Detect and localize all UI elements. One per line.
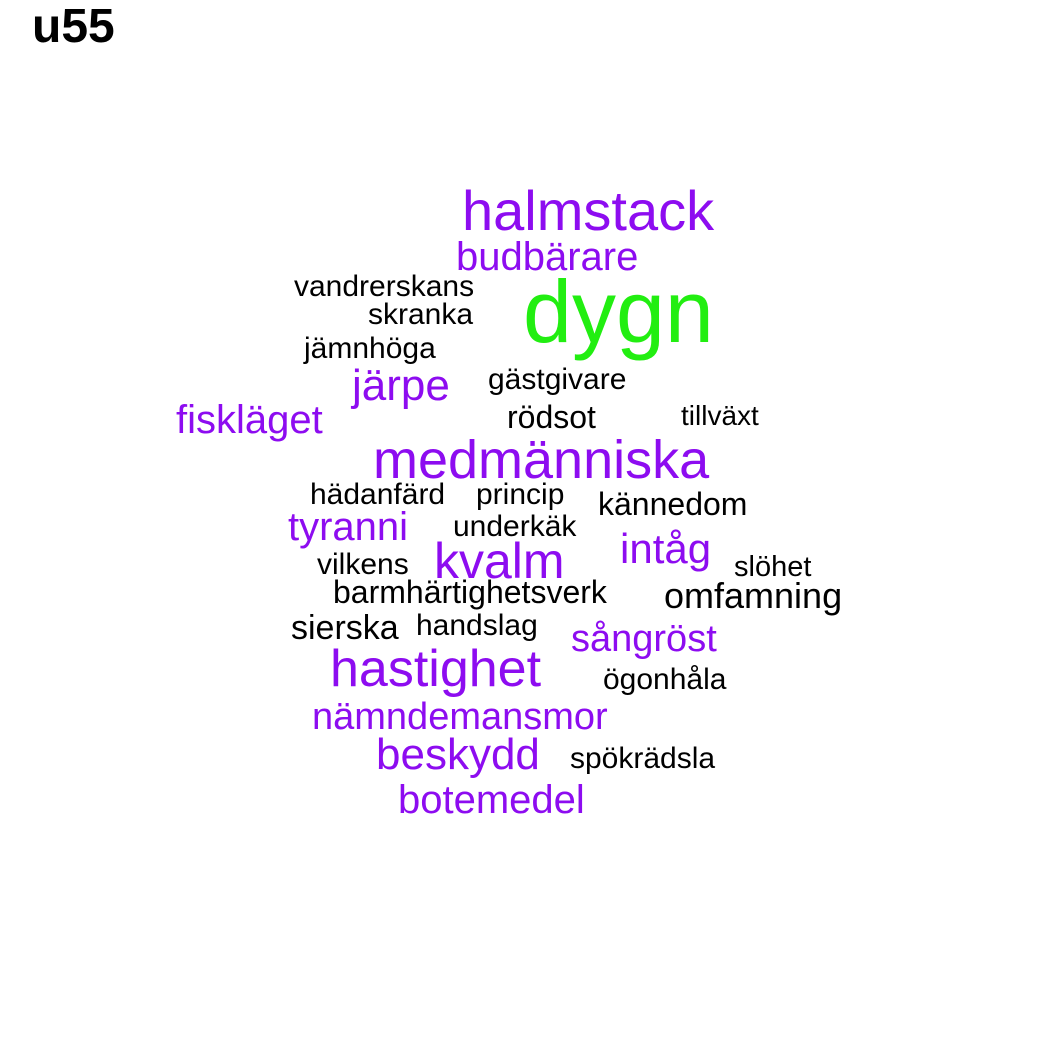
cloud-word: tillväxt xyxy=(681,400,759,431)
cloud-word: hastighet xyxy=(330,640,542,698)
cloud-word: kännedom xyxy=(598,486,748,522)
cloud-word: sierska xyxy=(291,609,399,647)
cloud-word: ögonhåla xyxy=(603,663,727,696)
cloud-word: barmhärtighetsverk xyxy=(333,574,607,610)
cloud-word: nämndemansmor xyxy=(312,696,608,738)
plot-title: u55 xyxy=(32,0,115,53)
cloud-word: järpe xyxy=(352,361,450,410)
cloud-word: botemedel xyxy=(398,778,585,822)
cloud-word: budbärare xyxy=(456,235,639,279)
cloud-word: fiskläget xyxy=(176,398,323,442)
cloud-word: beskydd xyxy=(376,730,540,779)
cloud-word: halmstack xyxy=(462,179,715,242)
cloud-word: slöhet xyxy=(734,551,812,583)
cloud-word: jämnhöga xyxy=(304,332,436,365)
cloud-word: intåg xyxy=(620,525,712,572)
cloud-word: kvalm xyxy=(434,533,565,589)
cloud-word: underkäk xyxy=(453,510,577,543)
cloud-word: vilkens xyxy=(317,548,409,581)
cloud-word: handslag xyxy=(416,609,538,642)
cloud-word: spökrädsla xyxy=(570,742,716,775)
cloud-word: gästgivare xyxy=(488,363,627,396)
cloud-word: princip xyxy=(476,478,565,511)
cloud-word: vandrerskans xyxy=(294,270,475,303)
cloud-word: hädanfärd xyxy=(310,478,446,511)
cloud-word: sångröst xyxy=(571,618,717,660)
cloud-word: tyranni xyxy=(288,505,409,549)
cloud-word: rödsot xyxy=(507,399,596,435)
cloud-word: omfamning xyxy=(664,575,843,616)
cloud-word: dygn xyxy=(523,262,714,361)
cloud-word: skranka xyxy=(368,298,474,331)
cloud-word: medmänniska xyxy=(373,430,710,490)
